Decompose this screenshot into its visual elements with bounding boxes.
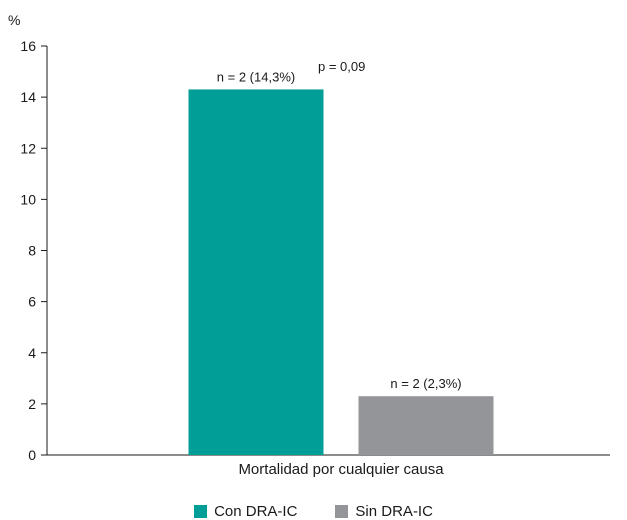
- y-tick-label: 8: [28, 243, 36, 259]
- legend-item-con-dra-ic: Con DRA-IC: [194, 503, 297, 520]
- y-tick-label: 2: [28, 396, 36, 412]
- bar: [188, 89, 324, 456]
- bar-data-label: n = 2 (2,3%): [390, 376, 461, 391]
- legend-item-sin-dra-ic: Sin DRA-IC: [335, 503, 433, 520]
- bar-data-labels: n = 2 (14,3%) n = 2 (2,3%): [217, 69, 462, 391]
- legend-label: Sin DRA-IC: [355, 503, 433, 520]
- y-tick-label: 6: [28, 294, 36, 310]
- y-ticks: 0 2 4 6 8 10 12 14 16: [20, 38, 47, 463]
- bar-data-label: n = 2 (14,3%): [217, 69, 295, 84]
- y-tick-label: 14: [20, 89, 36, 105]
- legend-swatch: [335, 505, 349, 518]
- bars: [188, 89, 494, 456]
- y-tick-label: 10: [20, 191, 36, 207]
- bar-chart: % 0 2 4 6 8 10 12 14 16 n = 2 (14,3%) n = 2 (2,3%…: [8, 12, 610, 478]
- bar: [358, 396, 494, 455]
- legend-label: Con DRA-IC: [214, 503, 298, 520]
- y-tick-label: 12: [20, 140, 36, 156]
- legend-swatch: [194, 505, 208, 518]
- y-axis-label: %: [8, 12, 20, 28]
- legend: Con DRA-IC Sin DRA-IC: [0, 503, 627, 520]
- p-value-annotation: p = 0,09: [318, 59, 365, 74]
- y-tick-label: 4: [28, 345, 36, 361]
- category-label: Mortalidad por cualquier causa: [238, 461, 444, 478]
- y-tick-label: 16: [20, 38, 36, 54]
- y-tick-label: 0: [28, 447, 36, 463]
